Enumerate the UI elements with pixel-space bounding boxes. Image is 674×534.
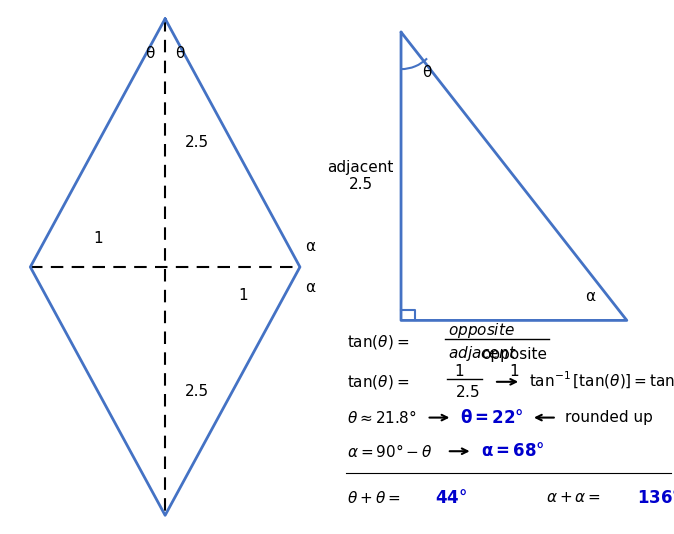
Text: 2.5: 2.5 bbox=[185, 135, 210, 151]
Text: opposite
1: opposite 1 bbox=[481, 347, 547, 380]
Text: α: α bbox=[305, 280, 315, 295]
Text: α: α bbox=[584, 289, 595, 304]
Text: adjacent
2.5: adjacent 2.5 bbox=[328, 160, 394, 192]
Text: $2.5$: $2.5$ bbox=[455, 384, 480, 400]
Text: θ: θ bbox=[175, 46, 185, 61]
Text: $\theta\approx21.8°$: $\theta\approx21.8°$ bbox=[347, 409, 417, 426]
Text: θ: θ bbox=[146, 46, 155, 61]
Text: $\mathit{adjacent}$: $\mathit{adjacent}$ bbox=[448, 344, 517, 363]
Text: $\mathit{opposite}$: $\mathit{opposite}$ bbox=[448, 320, 515, 340]
Text: $\tan(\theta)=$: $\tan(\theta)=$ bbox=[347, 373, 409, 391]
Text: $\theta+\theta=$: $\theta+\theta=$ bbox=[347, 490, 400, 506]
Text: $\mathbf{136°}$: $\mathbf{136°}$ bbox=[637, 489, 674, 507]
Text: $\tan(\theta)=$: $\tan(\theta)=$ bbox=[347, 333, 409, 351]
Text: $\tan^{-1}[\tan(\theta)]=\tan^{-1}\!\left(\dfrac{1}{2.5}\right)$: $\tan^{-1}[\tan(\theta)]=\tan^{-1}\!\lef… bbox=[529, 365, 674, 398]
Text: θ: θ bbox=[422, 65, 431, 80]
Text: $1$: $1$ bbox=[454, 363, 464, 379]
Text: α: α bbox=[305, 239, 315, 254]
Text: rounded up: rounded up bbox=[565, 410, 652, 425]
Text: 1: 1 bbox=[93, 231, 102, 246]
Text: 1: 1 bbox=[238, 288, 247, 303]
Text: $\mathbf{44°}$: $\mathbf{44°}$ bbox=[435, 489, 466, 507]
Text: $\mathbf{\alpha=68°}$: $\mathbf{\alpha=68°}$ bbox=[481, 442, 545, 460]
Text: $\alpha+\alpha=$: $\alpha+\alpha=$ bbox=[546, 490, 601, 505]
Text: $\alpha=90°-\theta$: $\alpha=90°-\theta$ bbox=[347, 443, 433, 460]
Text: 2.5: 2.5 bbox=[185, 383, 210, 399]
Text: $\mathbf{\theta=22°}$: $\mathbf{\theta=22°}$ bbox=[460, 409, 524, 427]
